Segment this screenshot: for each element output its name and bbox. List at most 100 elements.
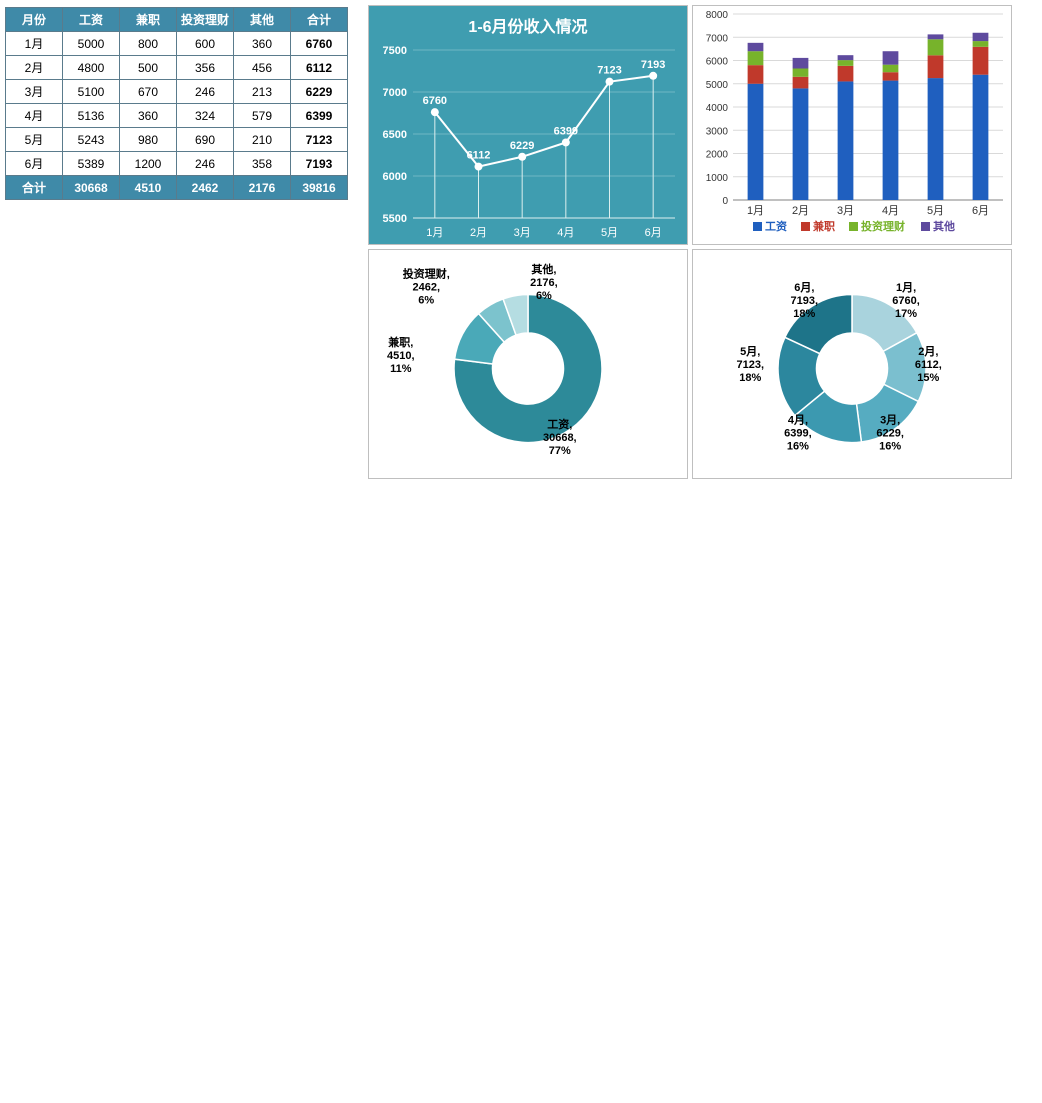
table-cell: 7193 [291, 152, 348, 176]
svg-text:3000: 3000 [706, 126, 729, 137]
svg-text:77%: 77% [549, 445, 571, 457]
svg-text:4月: 4月 [557, 227, 574, 239]
charts-grid: 1-6月份收入情况5500600065007000750067601月61122… [368, 5, 1012, 479]
svg-text:2月,: 2月, [918, 345, 938, 358]
table-cell: 579 [234, 104, 291, 128]
svg-text:5500: 5500 [383, 213, 407, 225]
table-cell: 246 [177, 152, 234, 176]
col-header: 工资 [63, 8, 120, 32]
svg-text:7123: 7123 [597, 65, 621, 77]
table-cell: 5389 [63, 152, 120, 176]
table-cell: 4510 [120, 176, 177, 200]
col-header: 月份 [6, 8, 63, 32]
col-header: 投资理财 [177, 8, 234, 32]
svg-text:6%: 6% [536, 290, 552, 302]
table-cell: 5136 [63, 104, 120, 128]
svg-text:5000: 5000 [706, 80, 729, 91]
svg-text:5月: 5月 [927, 205, 944, 217]
svg-text:4000: 4000 [706, 103, 729, 114]
table-cell: 6760 [291, 32, 348, 56]
table-cell: 456 [234, 56, 291, 80]
svg-text:投资理财,: 投资理财, [403, 266, 450, 280]
table-cell: 210 [234, 128, 291, 152]
svg-text:6112,: 6112, [915, 359, 942, 371]
svg-text:2000: 2000 [706, 150, 729, 161]
table-cell: 324 [177, 104, 234, 128]
svg-text:兼职: 兼职 [813, 219, 835, 233]
table-row: 2月48005003564566112 [6, 56, 348, 80]
income-table: 月份工资兼职投资理财其他合计 1月500080060036067602月4800… [5, 7, 348, 200]
svg-text:7193,: 7193, [791, 295, 819, 307]
svg-text:11%: 11% [390, 363, 412, 375]
table-cell: 356 [177, 56, 234, 80]
table-cell: 360 [120, 104, 177, 128]
svg-text:6399: 6399 [554, 125, 578, 137]
svg-text:1月: 1月 [747, 205, 764, 217]
svg-text:1000: 1000 [706, 173, 729, 184]
table-cell: 2月 [6, 56, 63, 80]
svg-text:6月: 6月 [645, 227, 662, 239]
svg-text:4月: 4月 [882, 205, 899, 217]
svg-text:其他,: 其他, [531, 262, 556, 276]
svg-text:2月: 2月 [792, 205, 809, 217]
svg-text:0: 0 [722, 196, 728, 207]
table-cell: 39816 [291, 176, 348, 200]
svg-text:其他: 其他 [933, 219, 955, 233]
donut-by-category: 工资,30668,77%兼职,4510,11%投资理财,2462,6%其他,21… [368, 249, 688, 479]
svg-text:3月,: 3月, [880, 413, 900, 426]
table-row: 1月50008006003606760 [6, 32, 348, 56]
donut-by-month: 1月,6760,17%2月,6112,15%3月,6229,16%4月,6399… [692, 249, 1012, 479]
svg-text:18%: 18% [739, 372, 761, 384]
svg-text:7123,: 7123, [736, 359, 764, 371]
svg-text:7000: 7000 [383, 87, 407, 99]
table-cell: 30668 [63, 176, 120, 200]
svg-text:15%: 15% [917, 372, 939, 384]
svg-text:6760,: 6760, [892, 295, 920, 307]
table-cell: 600 [177, 32, 234, 56]
line-chart: 1-6月份收入情况5500600065007000750067601月61122… [368, 5, 688, 245]
svg-text:7500: 7500 [383, 45, 407, 57]
table-total-row: 合计3066845102462217639816 [6, 176, 348, 200]
svg-text:1-6月份收入情况: 1-6月份收入情况 [468, 17, 587, 36]
svg-text:6月,: 6月, [794, 281, 814, 294]
svg-text:6月: 6月 [972, 205, 989, 217]
col-header: 兼职 [120, 8, 177, 32]
svg-text:6%: 6% [418, 294, 434, 306]
svg-text:6399,: 6399, [784, 427, 812, 439]
table-cell: 1200 [120, 152, 177, 176]
table-row: 5月52439806902107123 [6, 128, 348, 152]
table-cell: 690 [177, 128, 234, 152]
svg-text:2176,: 2176, [530, 277, 558, 289]
svg-text:6229: 6229 [510, 140, 534, 152]
table-cell: 2462 [177, 176, 234, 200]
table-cell: 5000 [63, 32, 120, 56]
table-cell: 4月 [6, 104, 63, 128]
svg-text:工资: 工资 [765, 219, 787, 233]
stacked-bar-chart: 0100020003000400050006000700080001月2月3月4… [692, 5, 1012, 245]
svg-text:工资,: 工资, [547, 417, 572, 431]
svg-text:7193: 7193 [641, 59, 665, 71]
svg-text:2月: 2月 [470, 227, 487, 239]
table-cell: 5243 [63, 128, 120, 152]
svg-text:3月: 3月 [514, 227, 531, 239]
table-cell: 3月 [6, 80, 63, 104]
svg-text:5月,: 5月, [740, 345, 760, 358]
table-cell: 5100 [63, 80, 120, 104]
table-cell: 500 [120, 56, 177, 80]
svg-text:6000: 6000 [706, 57, 729, 68]
svg-text:1月,: 1月, [896, 281, 916, 294]
svg-text:投资理财: 投资理财 [861, 219, 905, 233]
table-cell: 1月 [6, 32, 63, 56]
svg-text:6760: 6760 [423, 95, 447, 107]
col-header: 其他 [234, 8, 291, 32]
table-cell: 213 [234, 80, 291, 104]
col-header: 合计 [291, 8, 348, 32]
svg-text:7000: 7000 [706, 33, 729, 44]
svg-text:2462,: 2462, [412, 281, 440, 293]
svg-text:兼职,: 兼职, [388, 335, 413, 349]
svg-text:30668,: 30668, [543, 432, 577, 444]
table-cell: 5月 [6, 128, 63, 152]
svg-text:6500: 6500 [383, 129, 407, 141]
table-cell: 6112 [291, 56, 348, 80]
table-cell: 980 [120, 128, 177, 152]
